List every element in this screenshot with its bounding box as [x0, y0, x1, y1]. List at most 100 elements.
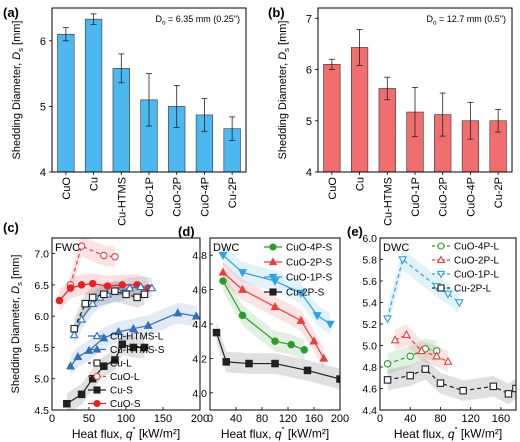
x-tick-label: 0	[377, 413, 383, 425]
y-axis-label-part: s	[16, 48, 25, 52]
legend-marker	[93, 386, 101, 394]
legend-label: Cu-2P-L	[454, 284, 492, 295]
data-point-CuO-1P-L	[398, 256, 408, 265]
y-tick-label: 5.6	[362, 276, 377, 288]
y-tick-label: 5.0	[362, 341, 377, 353]
data-point-CuO-L	[100, 251, 108, 260]
data-point-Cu-HTMS-L	[147, 283, 157, 292]
data-point-Cu-L	[81, 299, 90, 308]
data-point-CuO-2P-L	[401, 329, 411, 339]
legend-marker	[436, 270, 446, 279]
x-tick-label: CuO	[61, 177, 73, 200]
data-point-CuO-S	[88, 279, 97, 288]
data-point-CuO-4P-S	[271, 337, 279, 345]
x-tick-label: 200	[191, 413, 209, 425]
legend-label: Cu-S	[110, 386, 133, 397]
plot-area	[212, 244, 340, 390]
uncertainty-band	[223, 244, 331, 335]
uncertainty-band	[223, 262, 324, 369]
legend: CuO-4P-S CuO-2P-S CuO-1P-S Cu-2P-S	[264, 243, 332, 299]
panel-b: CuO Cu Cu-HTMS CuO-1P CuO-2P CuO-4P Cu-2P 4 5 6 7 (…	[268, 5, 513, 226]
uncertainty-band	[387, 358, 516, 405]
data-point-CuO-4P-S	[300, 346, 308, 354]
x-tick-label: CuO-4P	[199, 177, 211, 217]
regime-annotation: DWC	[213, 242, 239, 254]
x-axis-label-part: [kW/m²]	[136, 427, 181, 441]
x-axis-label-part: "	[282, 425, 285, 435]
data-point-Cu-L	[100, 290, 108, 299]
x-axis-label-part: q	[126, 427, 133, 441]
data-point-Cu-HTMS-S	[128, 323, 138, 332]
data-point-CuO-2P-S	[218, 267, 228, 276]
data-point-Cu-L	[70, 324, 78, 333]
data-point-CuO-2P-L	[390, 335, 400, 344]
x-axis-label: Heat flux, q" [kW/m²]	[72, 425, 180, 441]
diameter-annotation: Do = 6.35 mm (0.25")	[156, 14, 241, 27]
y-tick-label: 6	[306, 65, 312, 77]
data-point-Cu-HTMS-S	[99, 333, 109, 342]
y-tick-label: 6.0	[362, 233, 377, 245]
data-point-CuO-S	[66, 284, 75, 292]
data-point-CuO-2P-S	[238, 284, 247, 293]
x-axis-label-part: q	[448, 427, 455, 441]
panel-c: 0 50 100 150 200 4.5 5.0 5.5 6.0 6.5 7.0 (c) FWC Heat…	[3, 220, 209, 441]
y-axis-label-part: D	[277, 52, 289, 60]
data-point-Cu-HTMS-S	[143, 320, 153, 329]
data-point-CuO-1P-L	[443, 290, 453, 299]
data-point-Cu-2P-L	[383, 376, 392, 384]
y-axis-label-part: Shedding Diameter,	[11, 60, 23, 160]
data-point-Cu-HTMS-S	[173, 308, 183, 317]
data-point-CuO-2P-L	[443, 356, 453, 365]
x-tick-label: CuO-1P	[410, 177, 422, 217]
diameter-annotation: Do = 12.7 mm (0.5")	[427, 14, 506, 27]
panel-d: 0 40 80 120 160 200 4.0 4.2 4.4 4.6 4.8 (d) DWC Heat …	[178, 224, 349, 441]
x-tick-label: 80	[434, 413, 446, 425]
data-point-Cu-2P-L	[459, 386, 467, 395]
legend-label: CuO-2P-S	[286, 258, 332, 269]
x-tick-label: Cu-HTMS	[382, 177, 394, 226]
x-tick-label: CuO-2P	[172, 177, 184, 217]
y-axis-label-part: Shedding Diameter,	[277, 60, 289, 160]
y-tick-label: 4.4	[192, 319, 207, 331]
data-point-CuO-1P-S	[325, 320, 335, 329]
x-axis-label: Heat flux, q" [kW/m²]	[394, 425, 502, 441]
panel-label: (e)	[347, 224, 363, 239]
y-axis-label-part: [mm]	[277, 21, 289, 49]
data-point-CuO-4P-S	[238, 311, 247, 320]
y-tick-label: 4.5	[34, 405, 49, 417]
y-tick-label: 4.6	[192, 285, 207, 297]
x-axis-label-part: Heat flux,	[72, 427, 126, 441]
data-point-Cu-L	[140, 290, 149, 299]
legend-label: Cu-HTMS-L	[110, 332, 164, 343]
series-line-CuO-1P-L	[386, 258, 460, 319]
data-point-Cu-HTMS-L	[136, 281, 146, 291]
legend-label: CuO-1P-L	[454, 270, 499, 281]
y-tick-label: 5.8	[362, 255, 377, 267]
data-point-CuO-1P-L	[383, 315, 393, 324]
data-point-Cu-2P-L	[421, 365, 430, 373]
data-point-Cu-HTMS-S	[73, 352, 83, 361]
legend-label: CuO-1P-S	[286, 273, 332, 284]
panel-label: (d)	[178, 224, 195, 239]
x-tick-label: Cu	[89, 177, 101, 191]
x-tick-label: 50	[83, 413, 95, 425]
data-point-Cu-HTMS-S	[84, 345, 94, 354]
bar-CuO	[57, 33, 75, 173]
legend-marker	[92, 331, 102, 340]
data-point-CuO-2P-L	[417, 346, 427, 355]
plot-frame	[51, 7, 247, 173]
series-line-Cu-2P-S	[215, 332, 340, 380]
x-tick-label: 100	[117, 413, 135, 425]
y-tick-label: 5	[306, 116, 312, 128]
y-tick-label: 5	[40, 101, 46, 113]
y-axis-label-part: Shedding Diameter,	[10, 294, 22, 394]
data-point-CuO-S	[55, 296, 64, 305]
x-tick-label: 120	[279, 413, 297, 425]
data-point-CuO-S	[77, 281, 86, 289]
data-point-CuO-4P-L	[406, 352, 414, 360]
y-tick-label: 4	[306, 167, 312, 179]
x-tick-label: 150	[154, 413, 172, 425]
legend: CuO-4P-L CuO-2P-L CuO-1P-L Cu-2P-L	[432, 242, 499, 295]
plot-area	[383, 249, 516, 405]
x-tick-label: 0	[207, 413, 213, 425]
